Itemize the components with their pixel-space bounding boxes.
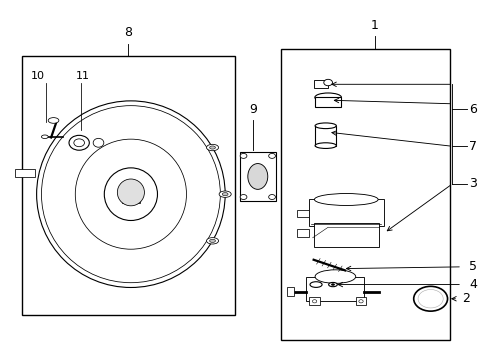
Text: 10: 10: [31, 71, 44, 81]
Bar: [306, 276, 364, 301]
Polygon shape: [239, 152, 275, 201]
Ellipse shape: [240, 194, 246, 199]
Ellipse shape: [206, 144, 218, 151]
Ellipse shape: [268, 194, 275, 199]
Ellipse shape: [209, 146, 215, 149]
Text: 11: 11: [75, 71, 89, 81]
Bar: [313, 80, 327, 88]
Ellipse shape: [358, 300, 363, 303]
Ellipse shape: [314, 270, 355, 283]
Ellipse shape: [314, 93, 341, 102]
Ellipse shape: [209, 239, 215, 242]
Text: 4: 4: [468, 278, 476, 291]
Bar: [314, 98, 341, 107]
Ellipse shape: [314, 143, 336, 148]
Ellipse shape: [48, 118, 59, 123]
Ellipse shape: [93, 138, 103, 147]
Text: 9: 9: [248, 103, 256, 116]
Ellipse shape: [314, 123, 336, 129]
Ellipse shape: [219, 191, 231, 197]
Ellipse shape: [330, 284, 334, 285]
Ellipse shape: [222, 193, 227, 196]
Bar: [308, 297, 319, 305]
Ellipse shape: [104, 168, 157, 220]
Ellipse shape: [37, 101, 224, 288]
Ellipse shape: [240, 153, 246, 158]
Ellipse shape: [323, 79, 332, 86]
Ellipse shape: [247, 163, 267, 189]
Bar: [22, 56, 234, 315]
Text: 8: 8: [124, 26, 132, 39]
Bar: [122, 185, 139, 203]
Text: 1: 1: [370, 19, 378, 32]
Ellipse shape: [312, 300, 316, 303]
Ellipse shape: [117, 179, 144, 206]
Bar: [313, 224, 378, 247]
Text: 2: 2: [461, 292, 469, 305]
Bar: [308, 199, 383, 226]
Bar: [15, 168, 35, 177]
Ellipse shape: [69, 135, 89, 150]
Bar: [296, 229, 308, 237]
Text: 3: 3: [468, 177, 476, 190]
Ellipse shape: [41, 135, 48, 139]
Bar: [314, 126, 336, 145]
Text: 5: 5: [468, 260, 476, 273]
Ellipse shape: [268, 153, 275, 158]
Text: 6: 6: [468, 103, 476, 116]
Ellipse shape: [328, 283, 337, 287]
Text: 7: 7: [468, 140, 476, 153]
Bar: [286, 287, 294, 296]
Bar: [280, 49, 449, 339]
Ellipse shape: [206, 238, 218, 244]
Ellipse shape: [74, 139, 84, 147]
Bar: [355, 297, 366, 305]
Ellipse shape: [314, 194, 377, 206]
Bar: [296, 210, 308, 217]
